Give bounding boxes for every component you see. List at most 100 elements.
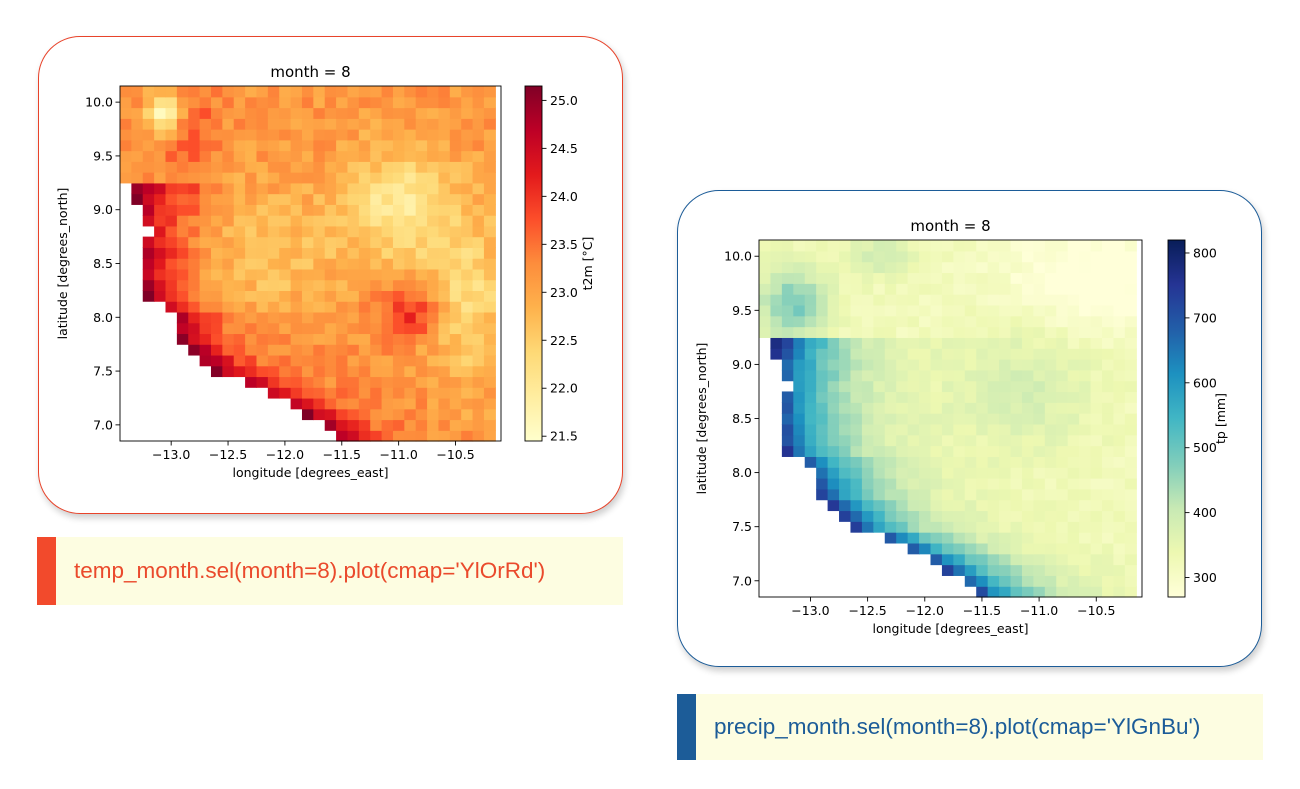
heatmap-cell	[1056, 445, 1069, 457]
heatmap-cell	[279, 311, 292, 324]
heatmap-cell	[233, 161, 246, 173]
heatmap-cell	[370, 107, 383, 119]
heatmap-cell	[781, 240, 794, 252]
heatmap-cell	[1044, 402, 1057, 414]
heatmap-cell	[1079, 348, 1092, 360]
heatmap-cell	[165, 139, 178, 152]
heatmap-cell	[1021, 250, 1034, 263]
heatmap-cell	[1033, 575, 1046, 587]
heatmap-cell	[154, 258, 167, 270]
heatmap-cell	[279, 172, 292, 184]
heatmap-cell	[415, 279, 428, 291]
heatmap-cell	[1124, 294, 1137, 306]
heatmap-cell	[1010, 283, 1023, 295]
heatmap-cell	[1033, 553, 1046, 566]
heatmap-cell	[987, 564, 1000, 576]
heatmap-cell	[907, 532, 920, 544]
heatmap-cell	[770, 283, 783, 295]
heatmap-cell	[850, 467, 863, 479]
heatmap-cell	[347, 354, 360, 367]
heatmap-cell	[1021, 348, 1034, 360]
chart-title: month = 8	[270, 63, 350, 81]
heatmap-cell	[976, 532, 989, 544]
heatmap-cell	[896, 499, 909, 512]
heatmap-cell	[907, 304, 920, 317]
heatmap-cell	[999, 423, 1012, 436]
heatmap-cell	[827, 337, 840, 349]
heatmap-cell	[415, 344, 428, 356]
heatmap-cell	[953, 304, 966, 317]
heatmap-cell	[1090, 423, 1103, 436]
heatmap-cell	[907, 326, 920, 338]
heatmap-cell	[1044, 272, 1057, 284]
heatmap-cell	[930, 445, 943, 457]
heatmap-cell	[358, 107, 371, 119]
heatmap-cell	[370, 193, 383, 205]
heatmap-cell	[165, 290, 178, 302]
heatmap-cell	[793, 423, 806, 436]
heatmap-cell	[154, 172, 167, 184]
heatmap-cell	[919, 510, 932, 522]
heatmap-cell	[839, 304, 852, 317]
heatmap-cell	[324, 96, 337, 109]
heatmap-cell	[245, 172, 258, 184]
heatmap-cell	[472, 322, 485, 335]
heatmap-cell	[873, 315, 886, 328]
heatmap-cell	[427, 107, 440, 119]
heatmap-cell	[404, 430, 417, 442]
heatmap-cell	[1124, 391, 1137, 403]
heatmap-cell	[199, 225, 212, 238]
heatmap-cell	[313, 344, 326, 356]
heatmap-cell	[142, 118, 155, 130]
heatmap-cell	[1101, 575, 1115, 587]
heatmap-cell	[861, 391, 874, 403]
heatmap-cell	[188, 247, 201, 259]
heatmap-cell	[381, 387, 394, 399]
heatmap-cell	[267, 301, 280, 313]
heatmap-cell	[370, 161, 383, 173]
heatmap-cell	[120, 96, 132, 109]
heatmap-cell	[873, 413, 886, 425]
heatmap-cell	[279, 193, 292, 205]
heatmap-cell	[370, 204, 383, 216]
heatmap-cell	[472, 376, 485, 388]
heatmap-cell	[873, 434, 886, 447]
heatmap-cell	[142, 193, 155, 205]
heatmap-cell	[154, 204, 167, 216]
heatmap-cell	[290, 182, 303, 195]
heatmap-cell	[1056, 240, 1069, 252]
heatmap-cell	[941, 456, 954, 468]
heatmap-cell	[154, 182, 167, 195]
heatmap-cell	[907, 423, 920, 436]
heatmap-cell	[301, 376, 314, 388]
heatmap-cell	[1079, 402, 1092, 414]
heatmap-cell	[759, 326, 772, 338]
heatmap-cell	[987, 467, 1000, 479]
heatmap-cell	[176, 96, 189, 109]
heatmap-cell	[781, 348, 794, 360]
heatmap-cell	[793, 294, 806, 306]
heatmap-cell	[987, 359, 1000, 371]
heatmap-cell	[336, 301, 349, 313]
heatmap-cell	[233, 150, 246, 162]
heatmap-cell	[120, 129, 132, 141]
heatmap-cell	[930, 478, 943, 490]
heatmap-cell	[1010, 553, 1023, 566]
heatmap-cell	[438, 118, 451, 130]
heatmap-cell	[381, 96, 394, 109]
heatmap-cell	[964, 434, 977, 447]
heatmap-cell	[392, 129, 405, 141]
heatmap-cell	[987, 499, 1000, 512]
heatmap-cell	[131, 107, 144, 119]
heatmap-cell	[392, 430, 405, 442]
heatmap-cell	[245, 268, 258, 281]
heatmap-cell	[1124, 283, 1137, 295]
colorbar	[524, 85, 543, 442]
heatmap-cell	[1010, 272, 1023, 284]
heatmap-cell	[256, 161, 269, 173]
heatmap-cell	[873, 369, 886, 382]
heatmap-cell	[438, 215, 451, 227]
y-tick-label: 7.5	[93, 364, 113, 379]
heatmap-cell	[850, 369, 863, 382]
heatmap-cell	[976, 283, 989, 295]
